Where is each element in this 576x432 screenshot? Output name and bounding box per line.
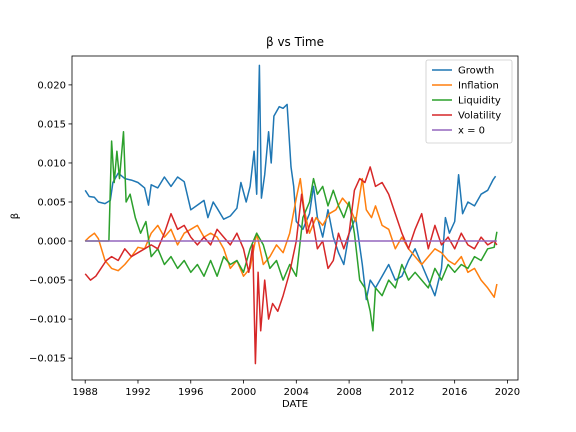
x-tick-label: 2020 <box>495 387 520 398</box>
x-tick-label: 2012 <box>389 387 414 398</box>
y-tick-label: −0.010 <box>29 315 66 326</box>
legend-label: Inflation <box>458 81 499 92</box>
legend: Growth Inflation Liquidity Volatility x = 0 <box>425 59 513 144</box>
y-tick-label: 0.010 <box>37 158 66 169</box>
legend-box <box>425 59 513 144</box>
y-tick-label: −0.015 <box>29 354 66 365</box>
series-line-volatility <box>84 166 498 365</box>
axes-layer: 1988 1992 1996 2000 2004 2008 2012 2016 2020 −0.0… <box>29 55 520 398</box>
series-line-liquidity <box>85 130 498 332</box>
series-line-growth <box>84 64 497 301</box>
plot-frame <box>71 55 519 381</box>
y-tick-label: 0.000 <box>37 237 66 248</box>
y-tick-label: −0.005 <box>29 276 66 287</box>
chart-title: β vs Time <box>266 35 324 49</box>
legend-label: Liquidity <box>458 96 501 107</box>
series-layer <box>84 64 498 365</box>
y-tick-label: 0.015 <box>37 119 66 130</box>
y-axis-label: β <box>10 213 21 219</box>
y-tick-label: 0.020 <box>37 80 66 91</box>
x-tick-label: 2008 <box>336 387 361 398</box>
x-tick-label: 1992 <box>125 387 150 398</box>
x-tick-label: 2016 <box>442 387 467 398</box>
series-line-inflation <box>84 177 498 298</box>
x-tick-label: 2000 <box>231 387 256 398</box>
x-tick-label: 1996 <box>178 387 203 398</box>
x-tick-label: 1988 <box>72 387 97 398</box>
legend-label: Volatility <box>458 111 501 122</box>
y-tick-label: 0.005 <box>37 197 66 208</box>
x-tick-label: 2004 <box>284 387 309 398</box>
legend-label: Growth <box>458 66 494 77</box>
legend-label: x = 0 <box>458 126 485 137</box>
x-axis-label: DATE <box>282 399 308 410</box>
